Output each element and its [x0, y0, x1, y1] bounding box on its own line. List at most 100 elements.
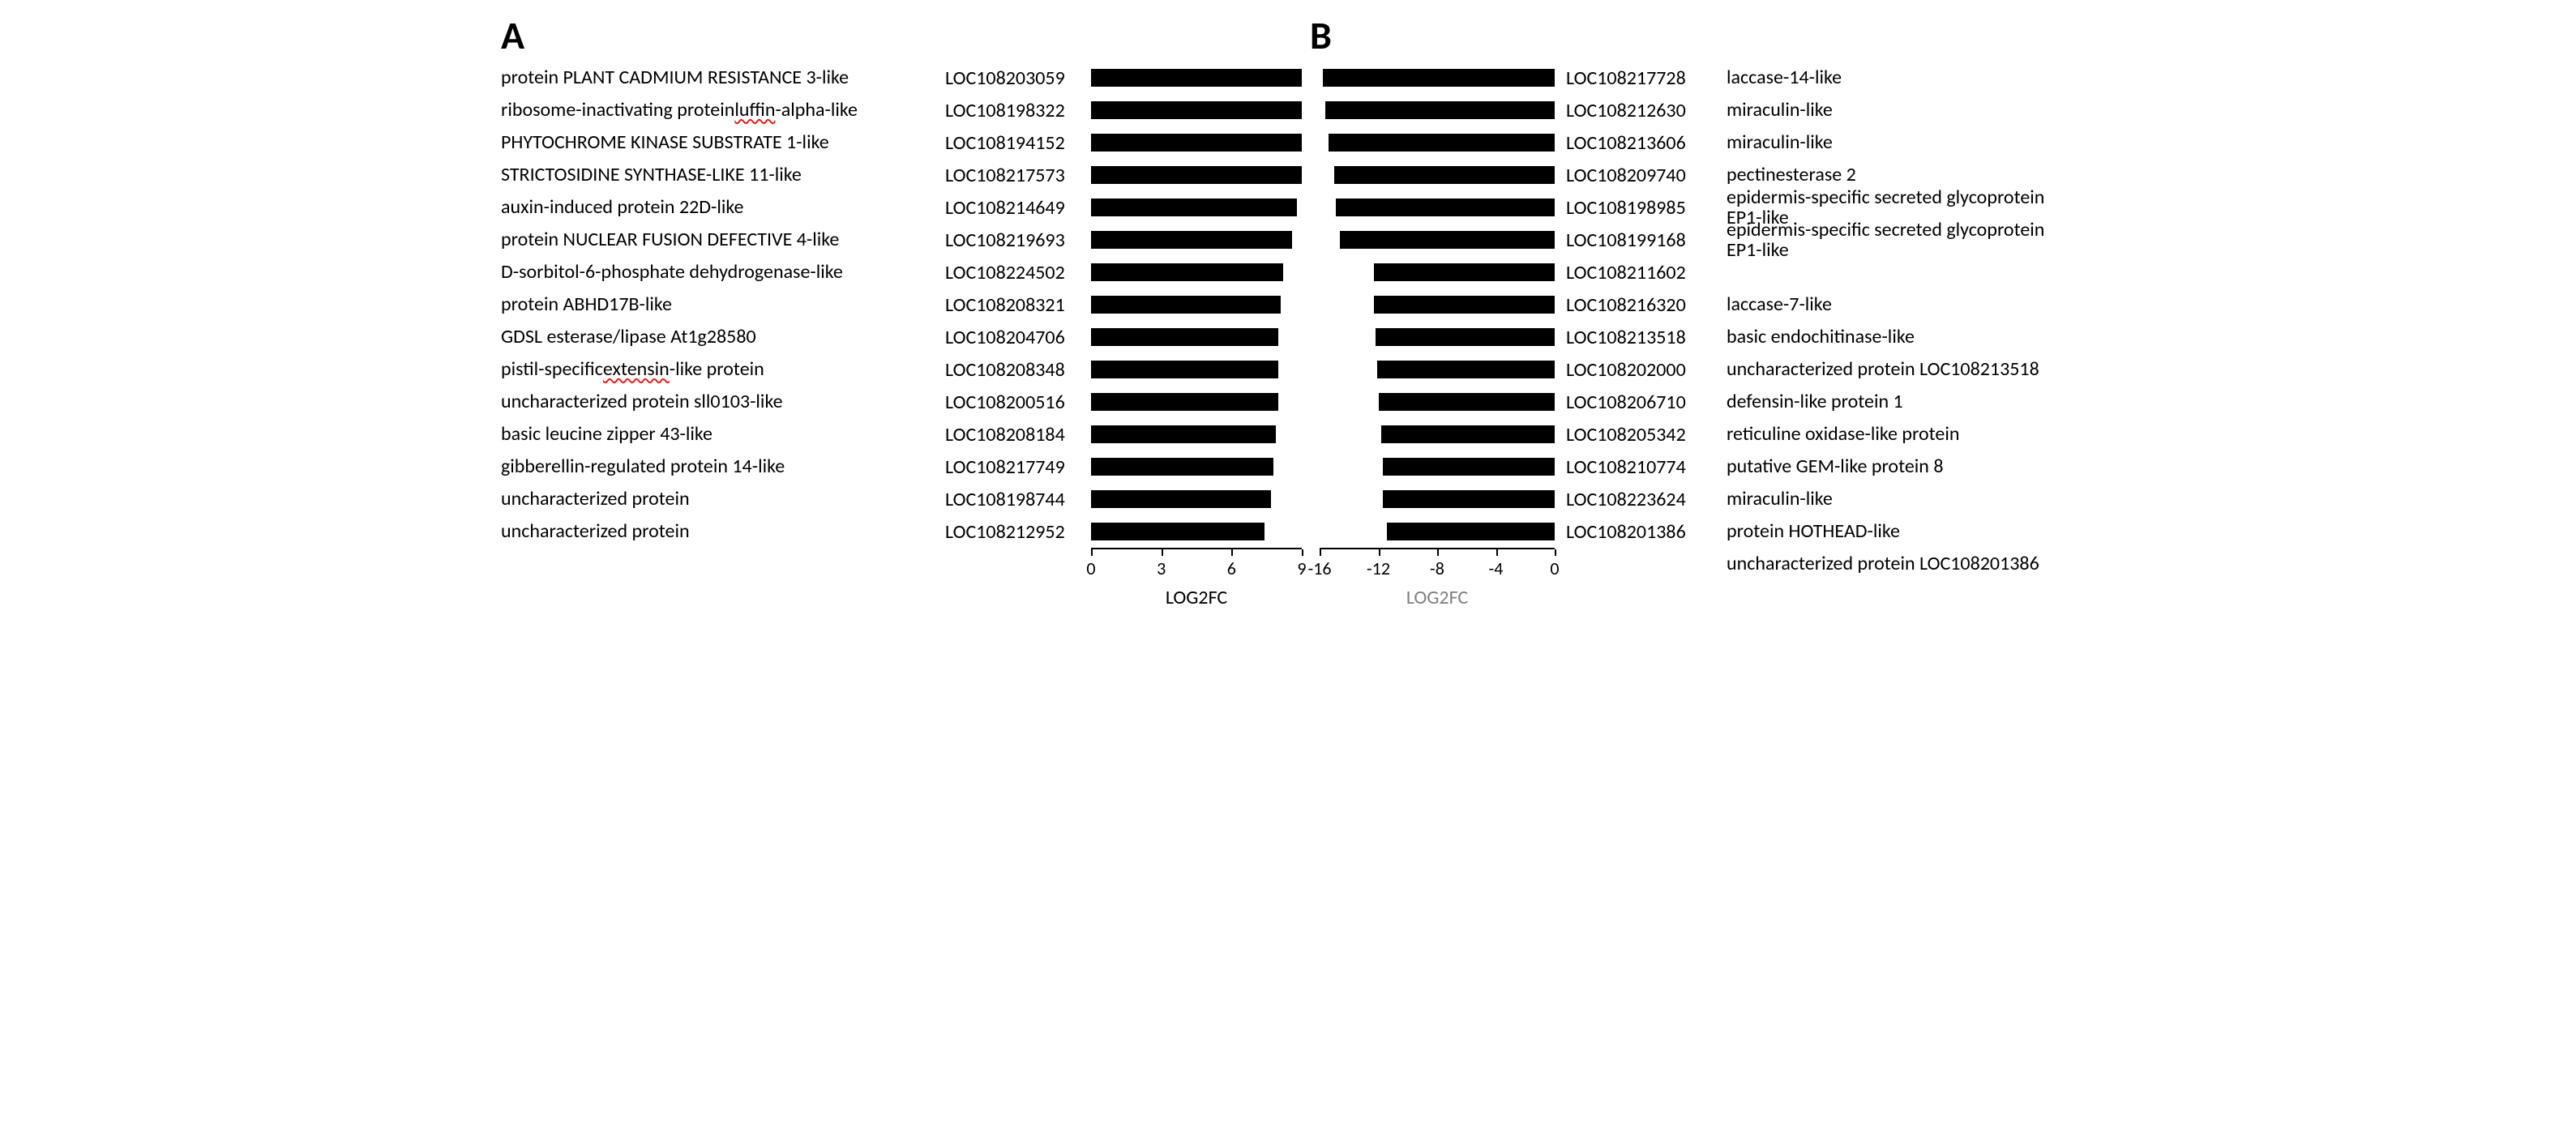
panel-b-bar-cell — [1320, 353, 1555, 386]
axis-tick — [1302, 549, 1303, 556]
bar — [1091, 263, 1283, 281]
panel-a-desc: basic leucine zipper 43-like — [501, 418, 939, 451]
axis-tick-label: 3 — [1157, 557, 1166, 579]
panel-b-loc: LOC108202000 — [1566, 353, 1712, 386]
panel-b-desc: uncharacterized protein LOC108213518 — [1727, 353, 2075, 386]
panel-b-label: B — [1310, 16, 2075, 55]
panel-a-bars — [1091, 62, 1302, 548]
axis-tick-label: 9 — [1297, 557, 1306, 579]
panel-b-loc: LOC108213606 — [1566, 126, 1712, 159]
panel-a-loc: LOC108208321 — [945, 288, 1091, 321]
panel-b-loc: LOC108198985 — [1566, 191, 1712, 224]
panel-a-bar-cell — [1091, 353, 1302, 386]
panel-b-chart: LOG2FC -16-12-8-40 — [1320, 62, 1555, 595]
panel-a-desc: uncharacterized protein — [501, 515, 939, 548]
bar — [1334, 166, 1555, 184]
bar — [1329, 134, 1555, 152]
panel-a-loc: LOC108214649 — [945, 191, 1091, 224]
panel-a-loc: LOC108208184 — [945, 418, 1091, 451]
bar — [1383, 458, 1555, 476]
bar — [1091, 134, 1302, 152]
panel-b-desc: miraculin-like — [1727, 94, 2075, 126]
panel-a-bar-cell — [1091, 62, 1302, 94]
panel-a-bar-cell — [1091, 224, 1302, 256]
panel-a: A protein PLANT CADMIUM RESISTANCE 3-lik… — [501, 16, 1302, 595]
axis-tick — [1379, 549, 1380, 556]
panel-a-bar-cell — [1091, 288, 1302, 321]
axis-tick — [1496, 549, 1498, 556]
panel-a-bar-cell — [1091, 94, 1302, 126]
panel-a-bar-cell — [1091, 418, 1302, 451]
axis-tick — [1231, 549, 1233, 556]
panel-b-bar-cell — [1320, 321, 1555, 353]
axis-tick-label: 6 — [1227, 557, 1236, 579]
panel-b-desc: laccase-7-like — [1727, 288, 2075, 321]
bar — [1091, 101, 1302, 119]
bar — [1381, 425, 1555, 443]
bar — [1091, 361, 1278, 378]
panel-b-loc: LOC108201386 — [1566, 515, 1712, 548]
panel-b-loc: LOC108213518 — [1566, 321, 1712, 353]
panel-b-loc: LOC108206710 — [1566, 386, 1712, 418]
panel-a-desc-column: protein PLANT CADMIUM RESISTANCE 3-liker… — [501, 62, 939, 548]
bar — [1091, 523, 1264, 540]
panel-b-loc: LOC108210774 — [1566, 451, 1712, 483]
panel-a-loc: LOC108224502 — [945, 256, 1091, 288]
panel-a-loc: LOC108217749 — [945, 451, 1091, 483]
panel-b-loc: LOC108217728 — [1566, 62, 1712, 94]
panel-b-loc-column: LOC108217728LOC108212630LOC108213606LOC1… — [1555, 62, 1712, 548]
panel-a-desc: D-sorbitol-6-phosphate dehydrogenase-lik… — [501, 256, 939, 288]
axis-tick — [1555, 549, 1556, 556]
panel-a-label: A — [501, 16, 1302, 55]
panel-b-loc: LOC108216320 — [1566, 288, 1712, 321]
bar — [1374, 263, 1555, 281]
bar — [1091, 199, 1297, 216]
panel-a-chart: LOG2FC 0369 — [1091, 62, 1302, 595]
axis-tick-label: -12 — [1367, 557, 1390, 579]
panel-b-desc: miraculin-like — [1727, 483, 2075, 515]
panel-b-bar-cell — [1320, 386, 1555, 418]
panel-a-desc: gibberellin-regulated protein 14-like — [501, 451, 939, 483]
bar — [1091, 166, 1302, 184]
panel-b-desc-column: laccase-14-likemiraculin-likemiraculin-l… — [1712, 62, 2075, 580]
axis-tick — [1320, 549, 1321, 556]
panel-b-bars — [1320, 62, 1555, 548]
axis-tick — [1162, 549, 1163, 556]
panel-b-desc: epidermis-specific secreted glycoprotein… — [1727, 224, 2075, 256]
panel-b-bar-cell — [1320, 191, 1555, 224]
bar — [1091, 328, 1278, 346]
panel-a-loc: LOC108212952 — [945, 515, 1091, 548]
panel-a-desc: protein PLANT CADMIUM RESISTANCE 3-like — [501, 62, 939, 94]
panel-b-bar-cell — [1320, 451, 1555, 483]
panel-a-desc: uncharacterized protein — [501, 483, 939, 515]
panel-a-desc: PHYTOCHROME KINASE SUBSTRATE 1-like — [501, 126, 939, 159]
bar — [1387, 523, 1555, 540]
panel-b-loc: LOC108199168 — [1566, 224, 1712, 256]
panel-b-axis: LOG2FC -16-12-8-40 — [1320, 548, 1555, 595]
panel-a-axis-title: LOG2FC — [1166, 586, 1227, 609]
axis-tick-label: 0 — [1550, 557, 1559, 579]
panel-b-desc: laccase-14-like — [1727, 62, 2075, 94]
panel-b-loc: LOC108223624 — [1566, 483, 1712, 515]
panel-a-loc: LOC108194152 — [945, 126, 1091, 159]
panel-a-desc: STRICTOSIDINE SYNTHASE-LIKE 11-like — [501, 159, 939, 191]
panel-b-bar-cell — [1320, 159, 1555, 191]
panel-a-loc: LOC108198322 — [945, 94, 1091, 126]
bar — [1379, 393, 1555, 411]
panel-a-loc: LOC108208348 — [945, 353, 1091, 386]
bar — [1091, 393, 1278, 411]
panel-b-desc: basic endochitinase-like — [1727, 321, 2075, 353]
bar — [1091, 296, 1281, 314]
bar — [1323, 69, 1555, 87]
axis-tick-label: -16 — [1307, 557, 1331, 579]
bar — [1091, 231, 1292, 249]
panel-b-bar-cell — [1320, 418, 1555, 451]
panel-a-loc: LOC108204706 — [945, 321, 1091, 353]
panel-b-bar-cell — [1320, 62, 1555, 94]
panel-a-bar-cell — [1091, 126, 1302, 159]
bar — [1377, 361, 1555, 378]
panel-b-desc: putative GEM-like protein 8 — [1727, 451, 2075, 483]
panel-b-desc: protein HOTHEAD-like — [1727, 515, 2075, 548]
panel-a-loc: LOC108217573 — [945, 159, 1091, 191]
bar — [1340, 231, 1555, 249]
